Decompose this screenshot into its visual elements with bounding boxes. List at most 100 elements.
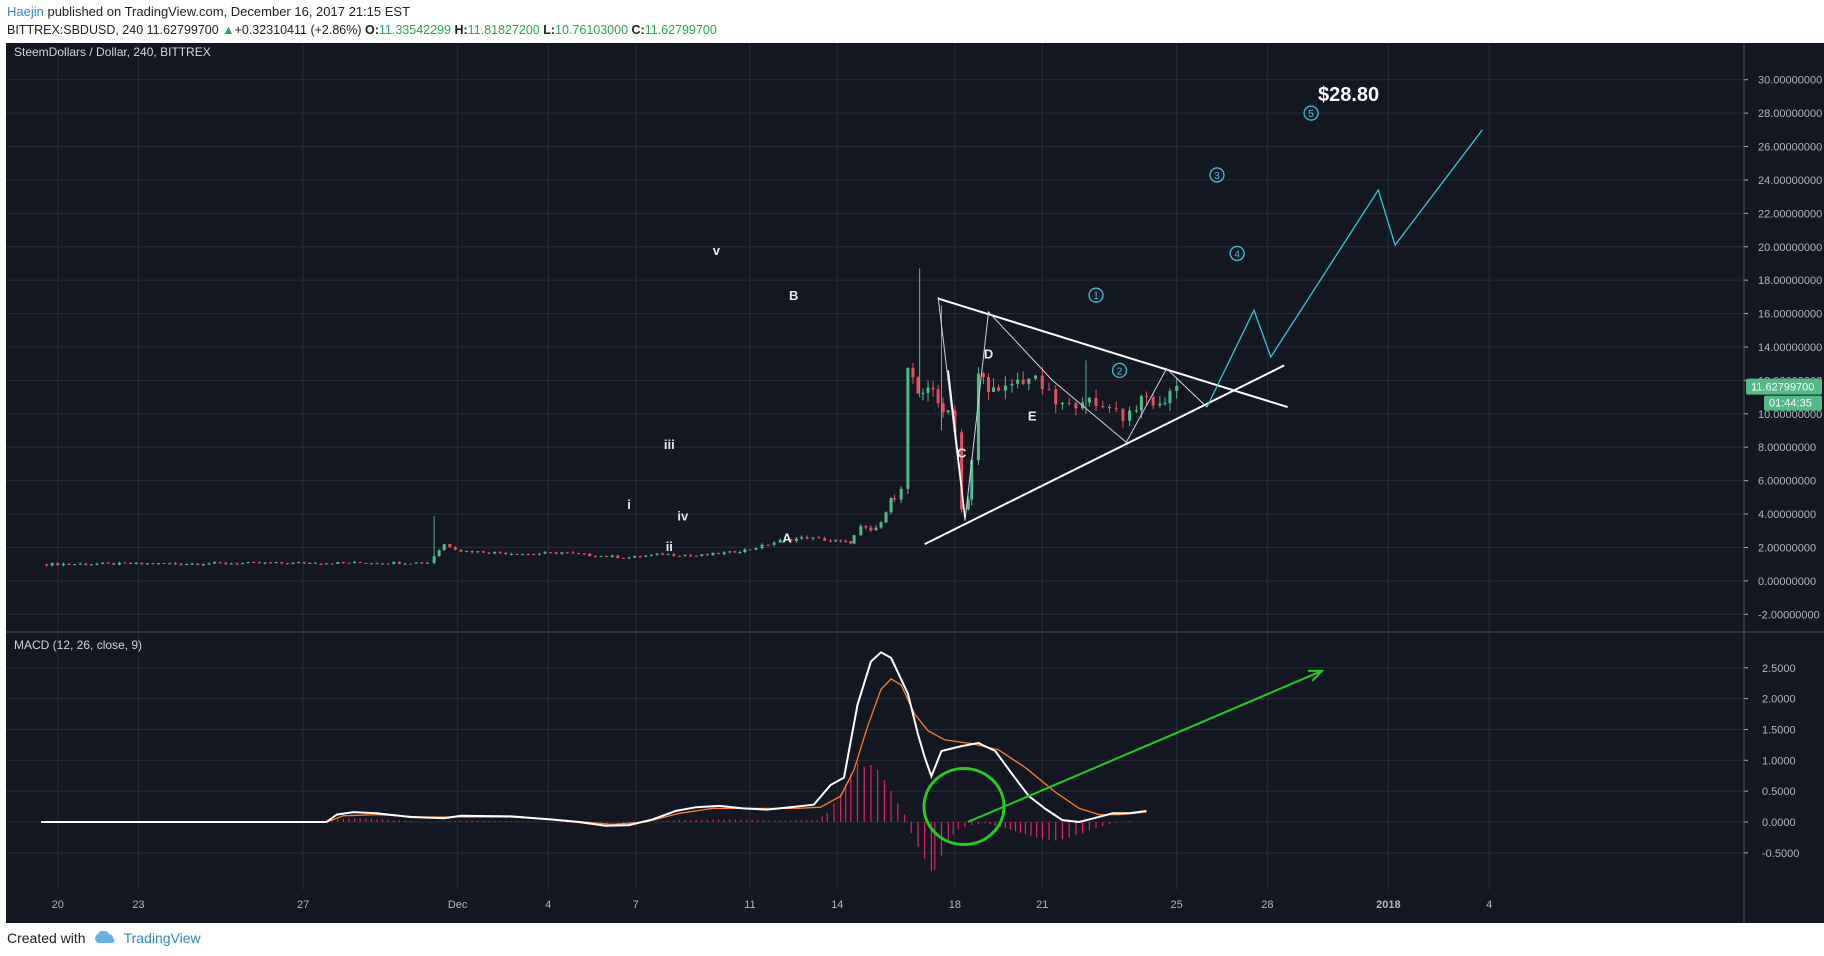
last-price-badge-text: 11.62799700 xyxy=(1751,382,1814,394)
candle-body xyxy=(733,551,737,553)
candle-body xyxy=(694,555,698,557)
candle-body xyxy=(728,551,732,553)
candle-body xyxy=(936,389,940,404)
candle-body xyxy=(711,552,715,555)
candle-body xyxy=(1158,403,1162,406)
candle-body xyxy=(414,562,418,564)
candle-body xyxy=(677,555,681,557)
macd-tick-label: 0.0000 xyxy=(1762,817,1796,829)
countdown-badge-text: 01:44:35 xyxy=(1769,398,1812,410)
candle-body xyxy=(605,556,609,558)
candle-body xyxy=(1067,403,1071,405)
wave-label: iv xyxy=(677,509,689,524)
projection-wave-circle xyxy=(1209,167,1225,183)
price-tick-label: -2.00000000 xyxy=(1758,609,1820,621)
candle-body xyxy=(549,552,553,554)
tradingview-link[interactable]: TradingView xyxy=(92,926,201,950)
macd-tick-label: 2.0000 xyxy=(1762,694,1796,706)
time-tick-label: 2018 xyxy=(1376,899,1400,911)
candle-body xyxy=(420,562,424,564)
candle-body xyxy=(683,555,687,557)
candle-body xyxy=(1003,385,1007,391)
chart-canvas[interactable]: 30.0000000028.0000000026.0000000024.0000… xyxy=(0,43,1824,923)
candle-body xyxy=(997,387,1001,391)
wave-label: E xyxy=(1028,409,1037,424)
candle-body xyxy=(1175,385,1179,391)
candle-body xyxy=(134,562,138,564)
candle-body xyxy=(754,548,758,550)
high-value: 11.81827200 xyxy=(467,23,540,37)
candle-body xyxy=(766,544,770,546)
time-tick-label: 14 xyxy=(831,899,843,911)
candle-body xyxy=(1094,397,1098,407)
candle-body xyxy=(470,550,474,553)
published-text: published on TradingView.com, December 1… xyxy=(43,4,411,19)
candle-body xyxy=(325,563,329,565)
wave-label: i xyxy=(627,497,631,512)
candle-body xyxy=(358,561,362,563)
time-tick-label: 28 xyxy=(1261,899,1273,911)
candle-body xyxy=(235,563,239,565)
candle-body xyxy=(252,562,256,564)
low-value: 10.76103000 xyxy=(555,23,629,37)
macd-tick-label: 1.0000 xyxy=(1762,755,1796,767)
wave-label: D xyxy=(984,347,993,362)
candle-body xyxy=(987,377,991,392)
candle-body xyxy=(946,410,950,413)
candle-body xyxy=(168,563,172,565)
projection-path xyxy=(1206,129,1483,408)
price-tick-label: 22.00000000 xyxy=(1758,208,1822,220)
candle-body xyxy=(291,562,295,564)
candle-body xyxy=(869,527,873,531)
cloud-icon xyxy=(94,931,114,943)
candle-body xyxy=(106,562,110,564)
author-link[interactable]: Haejin xyxy=(7,4,44,19)
price-pane-title: SteemDollars / Dollar, 240, BITTREX xyxy=(14,45,211,59)
ohlc-line: BITTREX:SBDUSD, 240 11.62799700 ▲+0.3231… xyxy=(7,21,717,40)
wave-label: iii xyxy=(664,437,675,452)
candle-body xyxy=(201,564,205,566)
candle-body xyxy=(353,561,357,564)
candle-body xyxy=(992,387,996,392)
candle-body xyxy=(369,563,373,565)
macd-pane-title: MACD (12, 26, close, 9) xyxy=(14,638,142,652)
candle-body xyxy=(56,563,60,566)
candle-body xyxy=(397,561,401,564)
price-change: +0.32310411 (+2.86%) xyxy=(234,23,362,37)
candle-body xyxy=(224,562,228,564)
countdown-badge xyxy=(1764,395,1822,411)
price-tick-label: 16.00000000 xyxy=(1758,309,1822,321)
candle-body xyxy=(89,564,93,566)
candle-body xyxy=(459,549,463,552)
candle-body xyxy=(778,539,782,543)
candle-body xyxy=(655,553,659,555)
candle-body xyxy=(218,562,222,564)
chart-header: Haejin published on TradingView.com, Dec… xyxy=(7,2,717,42)
candle-body xyxy=(521,554,525,556)
candle-body xyxy=(313,562,317,564)
candle-body xyxy=(784,539,788,541)
candle-body xyxy=(916,377,920,394)
open-label: O: xyxy=(365,23,379,37)
projection-wave-label: 1 xyxy=(1093,291,1099,302)
candle-body xyxy=(190,563,194,565)
candle-body xyxy=(257,562,261,564)
candle-body xyxy=(481,551,485,553)
candle-body xyxy=(565,552,569,554)
candle-body xyxy=(78,563,82,565)
candle-body xyxy=(1151,397,1155,406)
candle-body xyxy=(571,552,575,554)
candle-body xyxy=(67,563,71,565)
projection-wave-circle xyxy=(1088,287,1104,303)
candle-body xyxy=(1163,403,1167,405)
candle-body xyxy=(308,562,312,564)
candle-body xyxy=(1047,389,1051,391)
candle-body xyxy=(509,553,513,555)
candle-body xyxy=(864,526,868,528)
candle-body xyxy=(129,563,133,565)
bullish-arrow-head xyxy=(1307,669,1325,682)
time-tick-label: 7 xyxy=(633,899,639,911)
candle-body xyxy=(906,368,910,489)
target-price-label: $28.80 xyxy=(1318,84,1379,106)
candle-body xyxy=(1128,410,1132,421)
